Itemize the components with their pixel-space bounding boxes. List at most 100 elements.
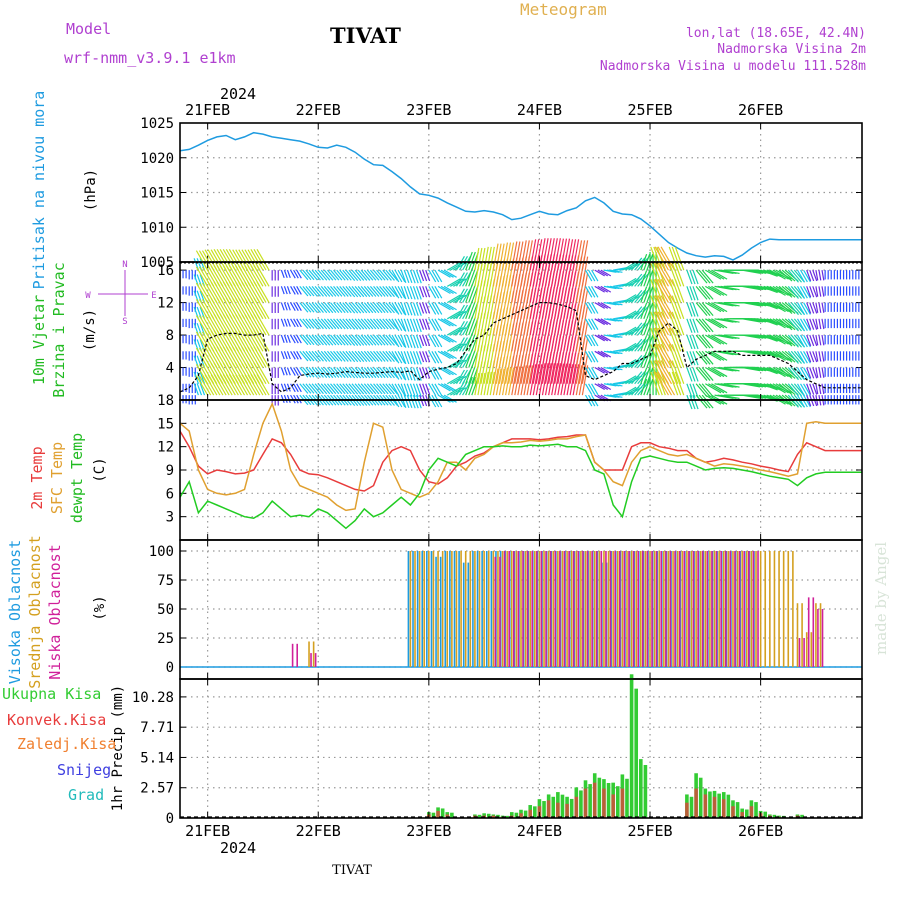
wind-arrow [698,394,711,409]
wind-arrow [431,367,440,380]
wind-arrow [431,334,440,348]
wind-arrow [800,334,808,348]
wind-arrow [357,318,368,330]
wind-arrow [818,302,822,313]
wind-arrow [517,241,524,271]
wind-arrow [283,269,288,279]
wind-arrow [317,318,328,330]
wind-arrow [339,350,349,362]
precip-total-bar [643,764,648,818]
wind-arrow [345,334,356,346]
wind-arrow [330,367,340,378]
wind-arrow [326,285,337,297]
wind-arrow [622,294,637,304]
precip-total-bar [560,794,565,818]
wind-arrow [778,285,793,298]
precip-total-bar [772,814,777,818]
wind-arrow [360,269,371,281]
wind-arrow [283,318,288,327]
wind-arrow [781,318,796,331]
wind-arrow [232,374,246,396]
precip-total-bar [625,778,629,818]
wind-arrow [459,353,468,368]
wind-arrow [591,367,599,379]
wind-arrow [653,344,663,368]
wind-arrow [708,334,725,345]
bottom-year-label: 2024 [220,839,256,857]
wind-arrow [286,269,291,279]
wind-arrow [462,256,472,271]
wind-arrow [431,394,440,408]
wind-arrow [671,344,682,368]
wind-arrow [511,366,518,396]
wind-arrow [462,369,472,385]
wind-arrow [419,302,425,314]
wind-arrow [443,394,457,403]
legend-entry: Grad [68,786,104,804]
wind-arrow [333,383,343,395]
wind-arrow [660,371,676,396]
wind-arrow [425,286,431,298]
wind-arrow [250,374,264,396]
wind-arrow [532,364,540,396]
wind-arrow [689,394,696,410]
wind-arrow [308,285,318,297]
wind-arrow [492,243,499,271]
precip-total-bar [689,796,694,818]
wind-arrow [701,318,714,333]
wind-arrow [769,318,786,329]
wind-arrow [369,285,380,297]
wind-arrow [689,351,696,366]
precip-conv-bar [749,806,754,818]
wind-arrow [311,367,321,378]
wind-arrow [256,313,270,336]
wind-arrow [803,269,811,283]
precip-total-bar [708,791,712,818]
wind-arrow [609,394,623,398]
wind-arrow [812,351,818,363]
precip-conv-bar [620,788,625,818]
cloud-panel: 0 25 50 75 100 [149,539,863,680]
wind-arrow [443,383,457,392]
wind-arrow [299,318,309,329]
wind-arrow [705,350,722,361]
wind-arrow [369,367,380,379]
wind-arrow [406,286,413,300]
wind-arrow [434,394,443,408]
wind-arrow [400,394,407,409]
wind-arrow [541,238,549,271]
wind-arrow [431,350,440,364]
wind-arrow [422,302,428,314]
wind-arrow [403,394,410,409]
wind-arrow [483,246,489,271]
wind-arrow [821,302,825,313]
precip-total-bar [726,794,731,818]
wind-arrow [600,334,612,342]
y-tick-label: 1025 [140,116,174,132]
wind-arrow [600,367,612,374]
wind-arrow [283,394,288,404]
wind-arrow [299,269,309,281]
wind-arrow [465,251,473,271]
wind-arrow [812,383,818,395]
wind-arrow [584,302,593,314]
wind-arrow [351,302,362,314]
wind-arrow [486,246,492,271]
wind-arrow [419,334,425,347]
wind-arrow [360,318,371,330]
wind-arrow [695,383,708,398]
y-tick-label: 1005 [140,255,174,271]
wind-arrow [698,318,711,333]
wind-arrow [342,367,352,379]
wind-arrow [225,374,239,396]
wind-arrow [437,394,451,403]
wind-arrow [492,368,499,396]
wind-arrow [640,302,648,320]
wind-arrow [657,327,673,352]
wind-arrow [302,285,312,297]
wind-arrow [336,383,346,395]
wind-arrow [705,383,722,394]
wind-arrow [425,383,431,395]
wind-arrow [283,286,288,295]
precip-conv-bar [436,810,440,818]
